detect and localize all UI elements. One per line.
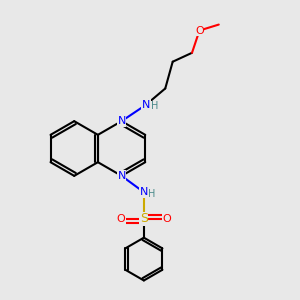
Text: N: N (140, 187, 148, 197)
Text: O: O (116, 214, 125, 224)
Text: O: O (163, 214, 171, 224)
Text: S: S (140, 212, 148, 226)
Text: H: H (151, 101, 158, 111)
Text: H: H (148, 189, 156, 199)
Text: N: N (142, 100, 150, 110)
Text: O: O (195, 26, 204, 35)
Text: N: N (117, 116, 126, 126)
Text: N: N (117, 171, 126, 181)
